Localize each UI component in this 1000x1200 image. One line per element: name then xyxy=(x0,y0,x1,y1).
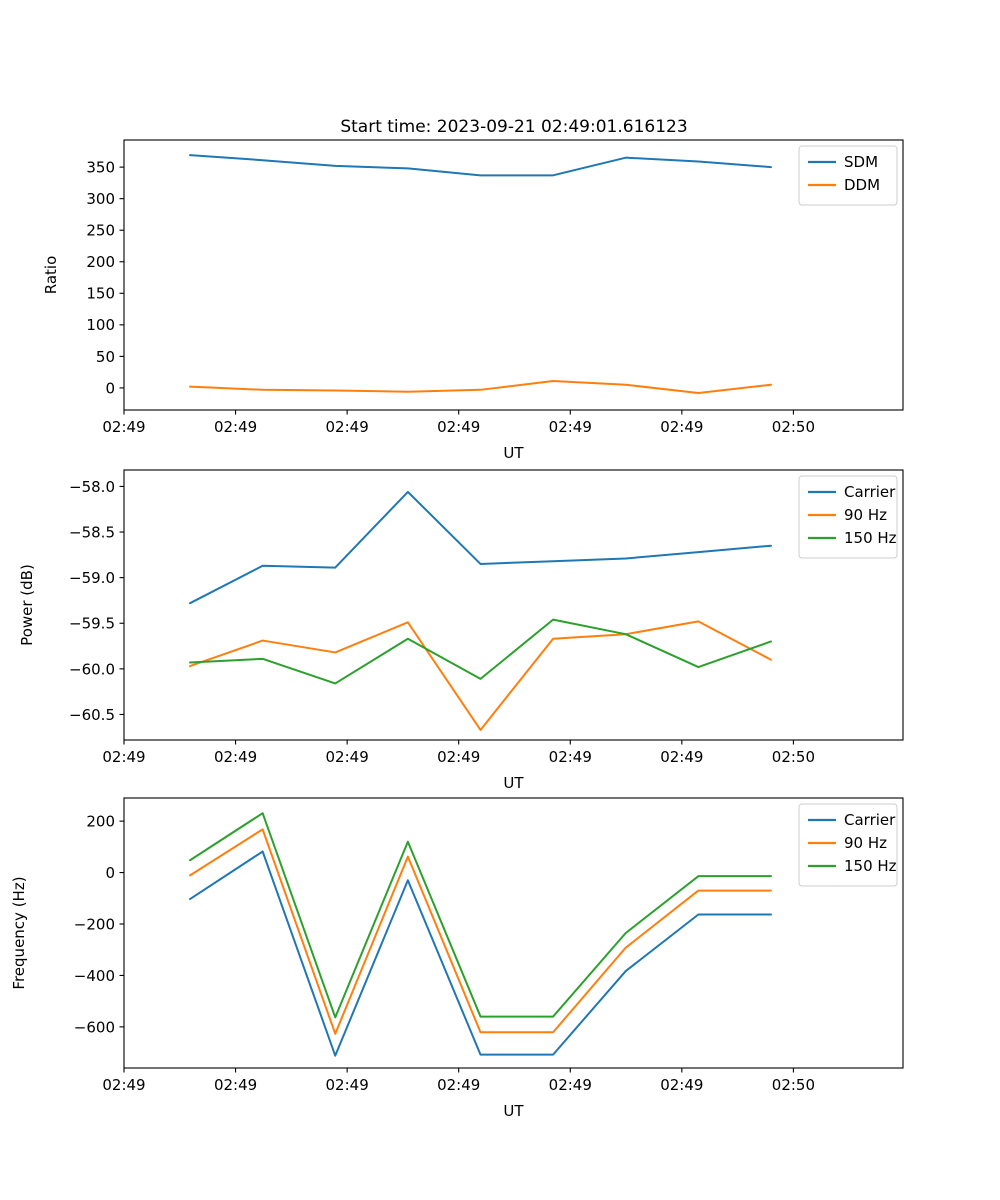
y-tick-label: −58.5 xyxy=(69,523,115,541)
x-tick-label: 02:49 xyxy=(549,418,592,436)
y-axis-label: Ratio xyxy=(42,256,60,295)
x-tick-label: 02:49 xyxy=(102,418,145,436)
y-tick-label: −59.0 xyxy=(69,569,115,587)
x-axis-label: UT xyxy=(503,774,524,792)
x-tick-label: 02:49 xyxy=(437,418,480,436)
legend-background xyxy=(798,145,898,206)
x-tick-label: 02:50 xyxy=(772,418,815,436)
series-line-150-hz xyxy=(189,812,772,1019)
y-axis-label: Frequency (Hz) xyxy=(10,876,28,989)
y-tick-label: −600 xyxy=(74,1018,115,1036)
legend: Carrier 90 Hz 150 Hz xyxy=(798,803,898,887)
power-axes: 02:49 02:49 02:49 02:49 02:49 02:49 02:50 −58.0… xyxy=(18,469,904,792)
y-tick-label: −60.0 xyxy=(69,660,115,678)
y-tick-label: 0 xyxy=(105,379,115,397)
series-line-carrier xyxy=(189,850,772,1057)
legend-label-90-hz: 90 Hz xyxy=(844,834,887,852)
series-line-90-hz xyxy=(189,620,772,731)
y-tick-label: 200 xyxy=(86,813,115,831)
x-tick-label: 02:49 xyxy=(214,418,257,436)
legend-label-carrier: Carrier xyxy=(844,483,896,501)
x-tick-label: 02:49 xyxy=(214,1076,257,1094)
x-tick-label: 02:49 xyxy=(660,1076,703,1094)
x-tick-label: 02:49 xyxy=(437,748,480,766)
axes-frame xyxy=(123,139,904,411)
series-line-ddm xyxy=(189,379,772,394)
x-tick-label: 02:49 xyxy=(326,1076,369,1094)
legend-label-150-hz: 150 Hz xyxy=(844,529,897,547)
axes-frame xyxy=(123,797,904,1069)
series-line-90-hz xyxy=(189,828,772,1035)
x-axis-label: UT xyxy=(503,1102,524,1120)
legend-label-150-hz: 150 Hz xyxy=(844,857,897,875)
y-axis-label: Power (dB) xyxy=(18,564,36,646)
y-tick-label: 250 xyxy=(86,222,115,240)
x-tick-label: 02:49 xyxy=(549,1076,592,1094)
x-tick-label: 02:49 xyxy=(214,748,257,766)
x-tick-label: 02:49 xyxy=(102,1076,145,1094)
frequency-axes: 02:49 02:49 02:49 02:49 02:49 02:49 02:50 200 0 −… xyxy=(10,797,904,1120)
y-tick-label: 150 xyxy=(86,285,115,303)
x-tick-label: 02:49 xyxy=(326,418,369,436)
axes-frame xyxy=(123,469,904,741)
y-tick-label: −59.5 xyxy=(69,615,115,633)
y-tick-label: 300 xyxy=(86,190,115,208)
y-tick-label: 350 xyxy=(86,159,115,177)
y-tick-label: −200 xyxy=(74,915,115,933)
x-tick-label: 02:50 xyxy=(772,748,815,766)
series-line-sdm xyxy=(189,154,772,177)
legend: Carrier 90 Hz 150 Hz xyxy=(798,475,898,559)
legend-label-carrier: Carrier xyxy=(844,811,896,829)
legend-label-90-hz: 90 Hz xyxy=(844,506,887,524)
series-line-carrier xyxy=(189,490,772,605)
figure-title: Start time: 2023-09-21 02:49:01.616123 xyxy=(340,117,687,137)
x-tick-label: 02:49 xyxy=(549,748,592,766)
x-tick-label: 02:49 xyxy=(437,1076,480,1094)
x-tick-label: 02:49 xyxy=(326,748,369,766)
y-tick-label: −60.5 xyxy=(69,706,115,724)
y-tick-label: 50 xyxy=(96,348,115,366)
x-tick-label: 02:49 xyxy=(660,748,703,766)
y-tick-label: −58.0 xyxy=(69,478,115,496)
x-tick-label: 02:50 xyxy=(772,1076,815,1094)
legend-label-sdm: SDM xyxy=(844,153,878,171)
y-tick-label: 200 xyxy=(86,253,115,271)
y-tick-label: −400 xyxy=(74,967,115,985)
legend-label-ddm: DDM xyxy=(844,176,880,194)
series-line-150-hz xyxy=(189,618,772,685)
x-tick-label: 02:49 xyxy=(102,748,145,766)
x-tick-label: 02:49 xyxy=(660,418,703,436)
y-tick-label: 100 xyxy=(86,316,115,334)
legend: SDM DDM xyxy=(798,145,898,206)
y-tick-label: 0 xyxy=(105,864,115,882)
ratio-axes: 02:49 02:49 02:49 02:49 02:49 02:49 02:50 0 50 10… xyxy=(42,139,904,462)
x-axis-label: UT xyxy=(503,444,524,462)
